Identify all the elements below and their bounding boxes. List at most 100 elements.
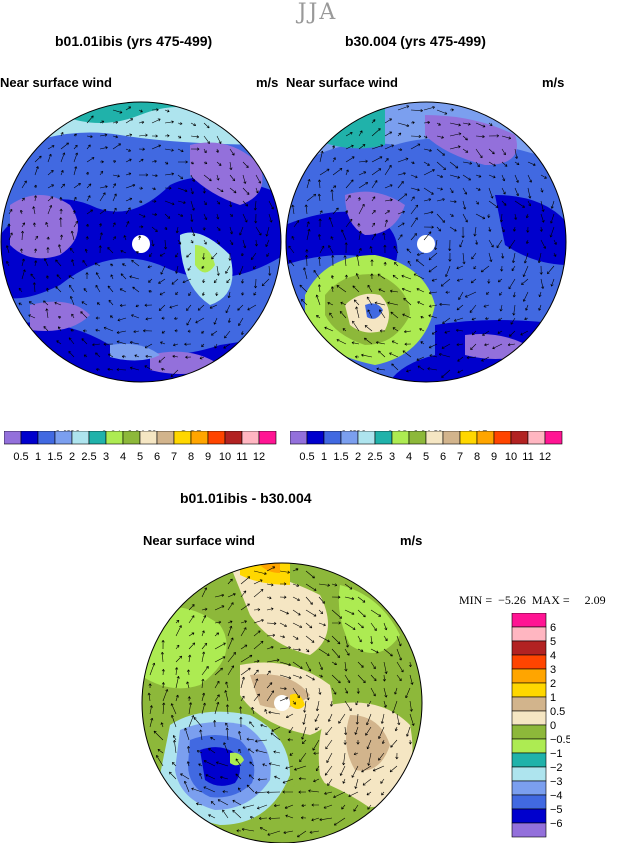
wind-vector	[190, 161, 194, 165]
wind-vector	[241, 330, 244, 336]
wind-vector	[257, 777, 268, 781]
wind-vector	[8, 232, 13, 241]
diff-colorbar-tick-label: 0.5	[550, 706, 565, 718]
wind-vector	[470, 343, 477, 350]
diff-panel-title: b01.01ibis - b30.004	[180, 490, 312, 506]
wind-vector	[331, 255, 335, 267]
season-title: JJA	[297, 0, 338, 25]
wind-vector	[21, 197, 25, 202]
wind-vector	[161, 639, 165, 650]
wind-vector	[184, 342, 192, 346]
wind-vector	[383, 635, 388, 642]
wind-vector	[327, 302, 334, 306]
wind-vector	[383, 648, 393, 657]
wind-vector	[147, 692, 151, 702]
diff-colorbar-tick-label: 6	[550, 622, 556, 634]
wind-vector	[256, 804, 268, 810]
wind-vector	[366, 739, 372, 750]
wind-vector	[318, 609, 324, 614]
wind-vector	[436, 109, 448, 115]
wind-vector	[475, 148, 483, 159]
wind-vector	[188, 291, 192, 296]
wind-vector	[396, 661, 404, 673]
wind-vector	[331, 687, 337, 695]
wind-vector	[410, 143, 421, 150]
wind-vector	[199, 772, 203, 780]
left-panel-variable: Near surface wind	[0, 75, 112, 90]
wind-vector	[95, 368, 101, 372]
wind-vector	[540, 213, 545, 223]
wind-vector	[253, 589, 264, 598]
wind-vector	[216, 239, 220, 245]
wind-vector	[423, 187, 434, 195]
wind-vector	[436, 174, 444, 178]
wind-vector	[397, 132, 402, 137]
wind-vector	[496, 239, 503, 249]
wind-vector	[213, 278, 218, 284]
wind-vector	[86, 209, 93, 215]
diff-colorbar-tick-label: −5	[550, 804, 563, 816]
wind-vector	[43, 300, 49, 306]
wind-vector	[158, 278, 166, 284]
wind-vector	[83, 354, 88, 358]
wind-vector	[99, 170, 104, 176]
wind-vector	[201, 702, 206, 715]
wind-vector	[255, 226, 262, 236]
wind-vector	[336, 285, 347, 293]
wind-vector	[222, 809, 229, 819]
wind-vector	[190, 213, 194, 222]
wind-vector	[355, 700, 359, 706]
wind-vector	[190, 200, 195, 211]
diff-colorbar-swatch	[511, 654, 547, 670]
wind-vector	[72, 210, 76, 215]
wind-vector	[512, 304, 516, 316]
wind-vector	[354, 355, 360, 359]
wind-vector	[448, 252, 452, 262]
wind-vector	[279, 674, 292, 680]
wind-vector	[103, 342, 114, 346]
wind-vector	[241, 252, 244, 257]
wind-vector	[305, 254, 309, 267]
wind-vector	[401, 274, 412, 280]
wind-vector	[282, 790, 293, 794]
wind-vector	[203, 213, 208, 221]
wind-vector	[331, 583, 338, 587]
wind-vector	[110, 263, 114, 267]
wind-vector	[428, 314, 438, 319]
wind-vector	[129, 275, 140, 280]
wind-vector	[313, 778, 320, 783]
wind-vector	[352, 285, 360, 293]
wind-vector	[45, 308, 49, 319]
wind-vector	[177, 174, 184, 180]
wind-vector	[540, 174, 547, 179]
wind-vector	[361, 353, 373, 358]
wind-vector	[266, 621, 277, 625]
wind-vector	[316, 315, 321, 319]
wind-vector	[456, 278, 464, 282]
wind-vector	[358, 159, 368, 163]
wind-vector	[122, 263, 127, 267]
wind-vector	[161, 330, 166, 334]
wind-vector	[383, 700, 387, 708]
wind-vector	[370, 635, 374, 645]
wind-vector	[201, 330, 205, 334]
wind-vector	[510, 317, 516, 325]
wind-vector	[292, 700, 296, 705]
wind-vector	[357, 596, 366, 603]
wind-vector	[292, 596, 300, 601]
wind-vector	[210, 737, 216, 741]
wind-vector	[125, 197, 133, 202]
wind-vector	[492, 343, 503, 350]
wind-vector	[253, 693, 260, 702]
wind-vector	[266, 690, 274, 702]
wind-vector	[397, 222, 405, 228]
wind-vector	[55, 259, 62, 267]
wind-vector	[449, 145, 461, 150]
wind-vector	[5, 245, 10, 254]
wind-vector	[444, 330, 451, 334]
wind-vector	[229, 161, 233, 171]
wind-vector	[410, 161, 415, 165]
wind-vector	[30, 273, 36, 280]
left-colorbar-swatch	[258, 431, 277, 445]
wind-vector	[304, 204, 308, 215]
